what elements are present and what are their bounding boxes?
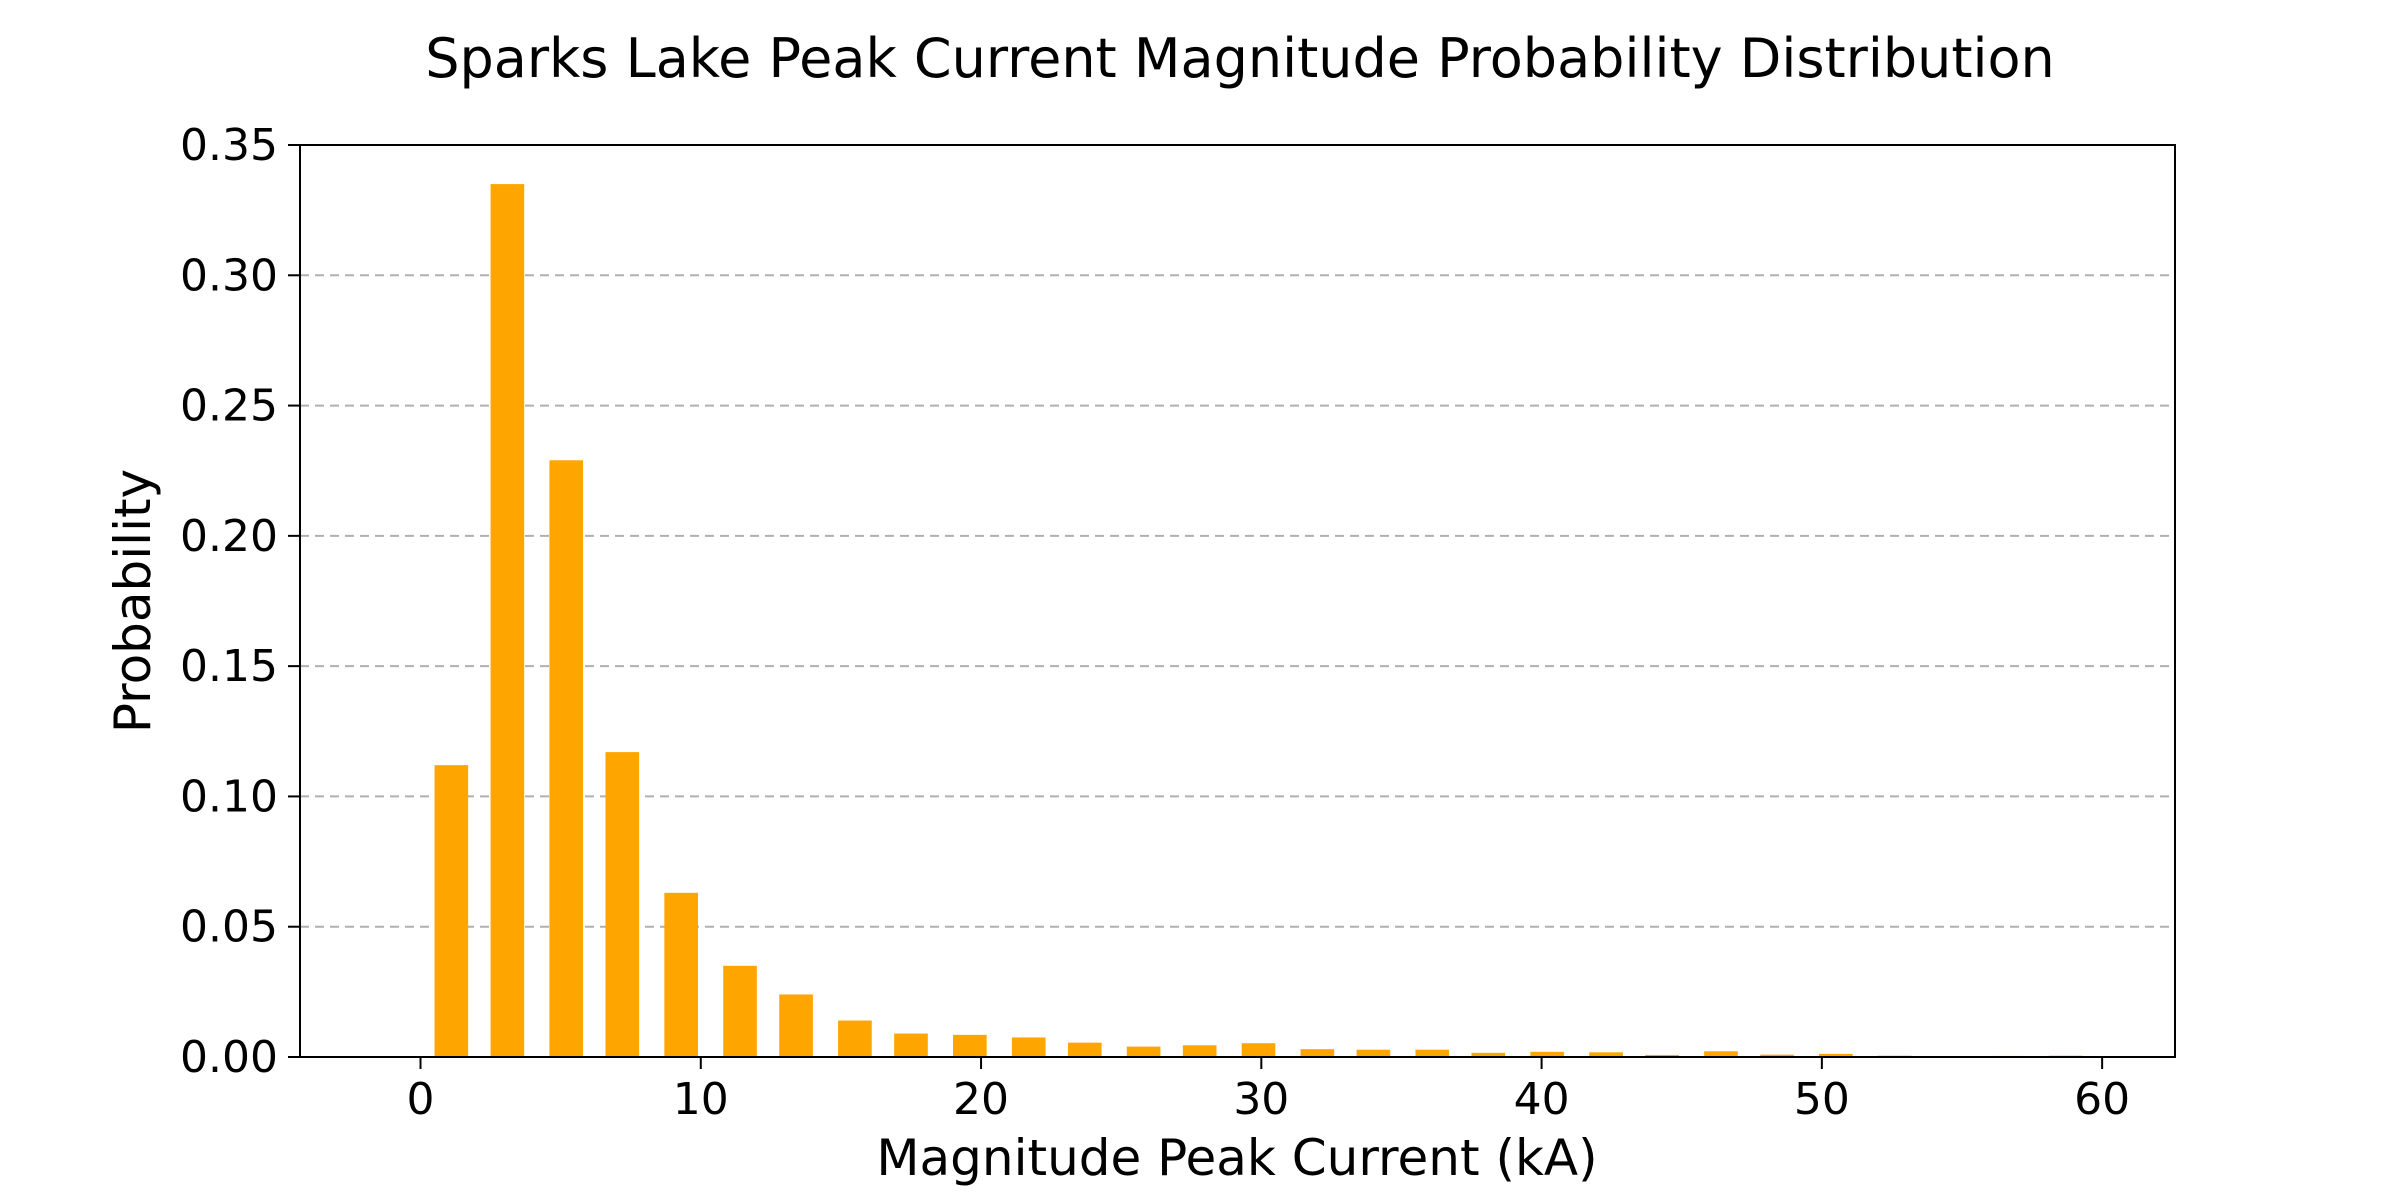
bar xyxy=(1126,1046,1161,1057)
bar xyxy=(1241,1043,1276,1057)
bars-layer xyxy=(434,184,2083,1058)
bar xyxy=(723,965,757,1057)
bar xyxy=(1415,1049,1450,1057)
ticks-layer: 0.00 0.05 0.10 0.15 0.20 0.25 0.30 0.35 0 10 20 30 4… xyxy=(180,120,2130,1125)
x-tick-label: 50 xyxy=(1794,1074,1850,1125)
bar xyxy=(1530,1051,1565,1057)
bar xyxy=(434,765,469,1057)
bar xyxy=(664,892,698,1057)
bar xyxy=(1819,1053,1853,1057)
x-tick-label: 40 xyxy=(1514,1074,1570,1125)
y-tick-label: 0.25 xyxy=(180,381,278,432)
bar xyxy=(894,1033,928,1057)
bar xyxy=(1011,1037,1046,1057)
y-tick-label: 0.15 xyxy=(180,641,278,692)
bar xyxy=(1589,1052,1623,1057)
plot-frame xyxy=(299,144,2176,1058)
bar xyxy=(1300,1049,1335,1057)
x-tick-label: 0 xyxy=(407,1074,435,1125)
bar xyxy=(1760,1054,1794,1057)
x-tick-label: 30 xyxy=(1233,1074,1289,1125)
y-tick-label: 0.35 xyxy=(180,120,278,171)
bar xyxy=(1471,1052,1506,1057)
x-tick-label: 10 xyxy=(673,1074,729,1125)
bar xyxy=(490,184,525,1058)
bar xyxy=(953,1034,987,1057)
y-tick-label: 0.10 xyxy=(180,771,278,822)
x-tick-label: 20 xyxy=(953,1074,1009,1125)
y-axis-label: Probability xyxy=(104,469,162,733)
chart-title: Sparks Lake Peak Current Magnitude Proba… xyxy=(425,27,2055,90)
bar xyxy=(838,1020,872,1057)
bar xyxy=(549,460,584,1057)
y-tick-label: 0.20 xyxy=(180,511,278,562)
x-axis-label: Magnitude Peak Current (kA) xyxy=(876,1129,1597,1187)
bar xyxy=(1645,1054,1679,1057)
bar xyxy=(779,994,813,1057)
bar xyxy=(1356,1049,1391,1057)
bar xyxy=(605,752,640,1057)
y-tick-label: 0.05 xyxy=(180,902,278,953)
x-tick-label: 60 xyxy=(2074,1074,2130,1125)
bar xyxy=(1182,1045,1217,1057)
y-tick-label: 0.30 xyxy=(180,250,278,301)
y-tick-label: 0.00 xyxy=(180,1032,278,1083)
bar xyxy=(1067,1042,1102,1057)
bar xyxy=(1704,1051,1738,1057)
